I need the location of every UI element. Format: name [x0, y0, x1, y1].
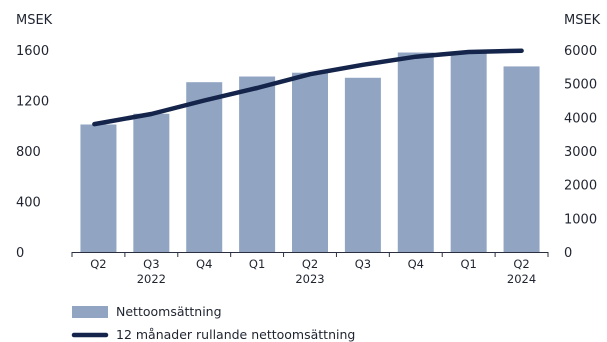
left-axis-tick-label: 800 — [16, 145, 41, 160]
bar — [450, 52, 487, 253]
right-axis-tick-label: 4000 — [564, 111, 597, 126]
x-tick-label: Q1 — [460, 257, 476, 271]
legend-bar-label: Nettoomsättning — [116, 304, 222, 319]
bar-series — [80, 52, 540, 253]
year-label: 2023 — [295, 272, 324, 286]
x-tick-label: Q4 — [196, 257, 212, 271]
x-tick-label: Q3 — [143, 257, 159, 271]
left-axis-tick-label: 1200 — [16, 95, 49, 110]
bar — [186, 82, 223, 252]
left-axis-unit: MSEK — [16, 13, 53, 28]
x-tick-label: Q2 — [302, 257, 318, 271]
line-series — [92, 48, 524, 127]
right-axis-tick-label: 6000 — [564, 44, 597, 59]
x-tick-label: Q4 — [408, 257, 424, 271]
bar — [292, 72, 328, 252]
x-tick-label: Q3 — [355, 257, 371, 271]
right-axis-tick-label: 0 — [564, 246, 572, 261]
left-axis-tick-label: 1600 — [16, 44, 49, 59]
legend: Nettoomsättning 12 månader rullande netto… — [71, 304, 355, 342]
x-tick-label: Q2 — [90, 257, 106, 271]
bar — [397, 52, 434, 253]
year-label: 2022 — [137, 272, 166, 286]
left-axis: MSEK 0 400 800 1200 1600 — [16, 13, 53, 261]
right-axis-unit: MSEK — [564, 13, 601, 28]
right-axis-tick-label: 3000 — [564, 145, 597, 160]
right-axis-tick-label: 2000 — [564, 179, 597, 194]
bar — [239, 76, 276, 252]
left-axis-tick-label: 400 — [16, 196, 41, 211]
bar — [133, 113, 170, 252]
rolling-line — [92, 48, 524, 127]
legend-bar-swatch — [72, 306, 108, 318]
left-axis-tick-label: 0 — [16, 246, 24, 261]
bar — [503, 66, 540, 252]
x-tick-label: Q1 — [249, 257, 265, 271]
x-axis: Q2 Q3 Q4 Q1 Q2 Q3 Q4 Q1 Q2 2022 2023 2024 — [71, 252, 549, 286]
right-axis-tick-label: 5000 — [564, 78, 597, 93]
year-label: 2024 — [507, 272, 536, 286]
legend-line-label: 12 månader rullande nettoomsättning — [116, 327, 355, 342]
right-axis: MSEK 0 1000 2000 3000 4000 5000 6000 — [564, 13, 601, 261]
bar — [344, 77, 381, 253]
x-tick-label: Q2 — [513, 257, 529, 271]
right-axis-tick-label: 1000 — [564, 212, 597, 227]
bar — [80, 124, 117, 252]
